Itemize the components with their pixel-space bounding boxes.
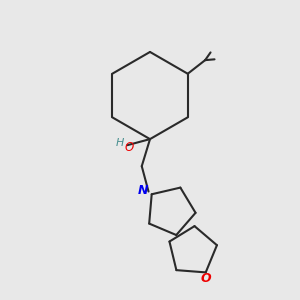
Text: O: O [125,141,134,154]
Text: N: N [138,184,148,196]
Text: H: H [116,138,124,148]
Text: O: O [200,272,211,285]
